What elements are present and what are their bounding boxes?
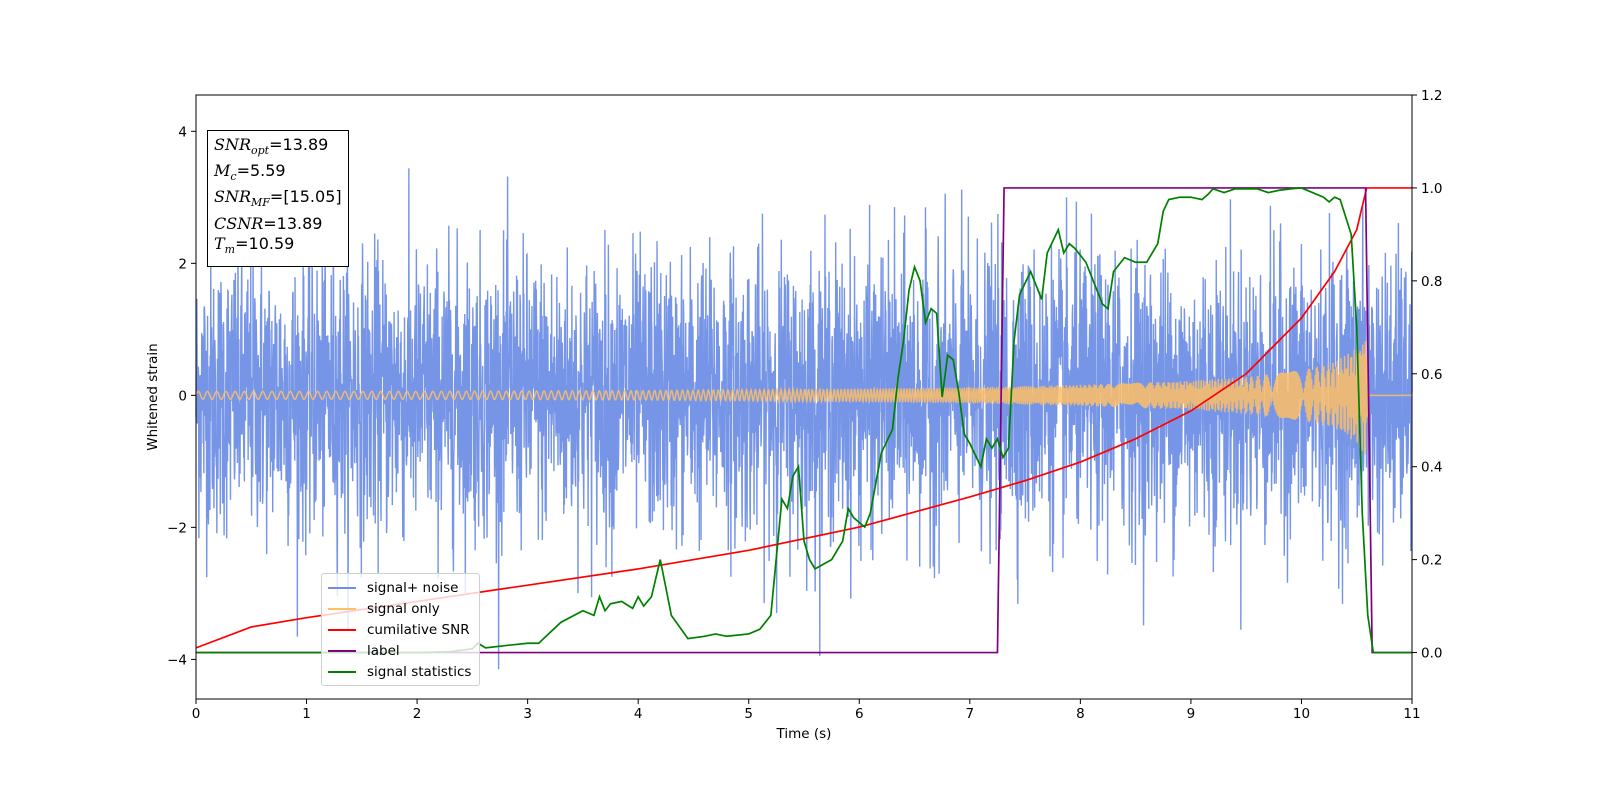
- annotation-box: SNRopt=13.89 Mc=5.59 SNRMF=[15.05] CSNR=…: [207, 130, 349, 267]
- y-axis-label: Whitened strain: [145, 343, 161, 450]
- x-tick-label: 0: [192, 706, 201, 722]
- annotation-csnr: CSNR=13.89: [214, 213, 323, 233]
- y-left-tick-label: 0: [178, 388, 187, 404]
- y-right-tick-label: 1.0: [1421, 181, 1442, 197]
- x-axis: 0 1 2 3 4 5 6 7 8 9 10 11: [192, 699, 1421, 722]
- y-right-tick-label: 0.8: [1421, 274, 1442, 290]
- y-right-tick-label: 0.2: [1421, 553, 1442, 569]
- legend-swatch: [328, 628, 356, 631]
- legend-label: signal+ noise: [367, 579, 459, 596]
- y-right-tick-label: 0.4: [1421, 460, 1442, 476]
- legend-label: signal only: [367, 600, 440, 617]
- legend-swatch: [328, 586, 356, 589]
- y-left-tick-label: 4: [178, 124, 187, 140]
- annotation-snr-opt: SNRopt=13.89: [214, 135, 329, 158]
- legend-swatch: [328, 670, 356, 673]
- y-axis-right: 1.2 1.0 0.8 0.6 0.4 0.2 0.0: [1412, 88, 1442, 662]
- annotation-tm: Tm=10.59: [214, 233, 295, 256]
- legend-swatch: [328, 607, 356, 610]
- x-tick-label: 6: [855, 706, 864, 722]
- x-tick-label: 2: [413, 706, 422, 722]
- series-signal-only: [195, 341, 1412, 455]
- x-tick-label: 3: [523, 706, 532, 722]
- y-left-tick-label: −2: [167, 520, 187, 536]
- legend-item: signal only: [328, 598, 471, 619]
- legend-item: signal+ noise: [328, 577, 471, 598]
- annotation-snr-mf: SNRMF=[15.05]: [214, 187, 342, 210]
- series-signal-noise: [195, 168, 1413, 670]
- x-tick-label: 8: [1076, 706, 1085, 722]
- annotation-mc: Mc=5.59: [214, 161, 286, 184]
- legend-label: signal statistics: [367, 663, 472, 680]
- x-tick-label: 11: [1403, 706, 1420, 722]
- y-right-tick-label: 0.6: [1421, 367, 1442, 383]
- series-signal-statistics: [196, 187, 1412, 654]
- y-left-tick-label: 2: [178, 256, 187, 272]
- legend-item: label: [328, 640, 471, 661]
- y-right-tick-label: 0.0: [1421, 646, 1442, 662]
- x-tick-label: 4: [634, 706, 643, 722]
- x-tick-label: 7: [966, 706, 975, 722]
- x-axis-label: Time (s): [776, 726, 832, 742]
- legend-item: signal statistics: [328, 661, 471, 682]
- legend-label: label: [367, 642, 400, 659]
- y-right-tick-label: 1.2: [1421, 88, 1442, 104]
- y-left-tick-label: −4: [167, 652, 187, 668]
- axes-frame: [195, 94, 1413, 700]
- legend-label: cumilative SNR: [367, 621, 470, 638]
- x-tick-label: 10: [1293, 706, 1310, 722]
- legend-item: cumilative SNR: [328, 619, 471, 640]
- y-axis-left: 4 2 0 −2 −4: [167, 124, 196, 668]
- legend-swatch: [328, 649, 356, 652]
- x-tick-label: 9: [1187, 706, 1196, 722]
- x-tick-label: 5: [744, 706, 753, 722]
- legend: signal+ noise signal only cumilative SNR…: [321, 573, 481, 686]
- x-tick-label: 1: [302, 706, 311, 722]
